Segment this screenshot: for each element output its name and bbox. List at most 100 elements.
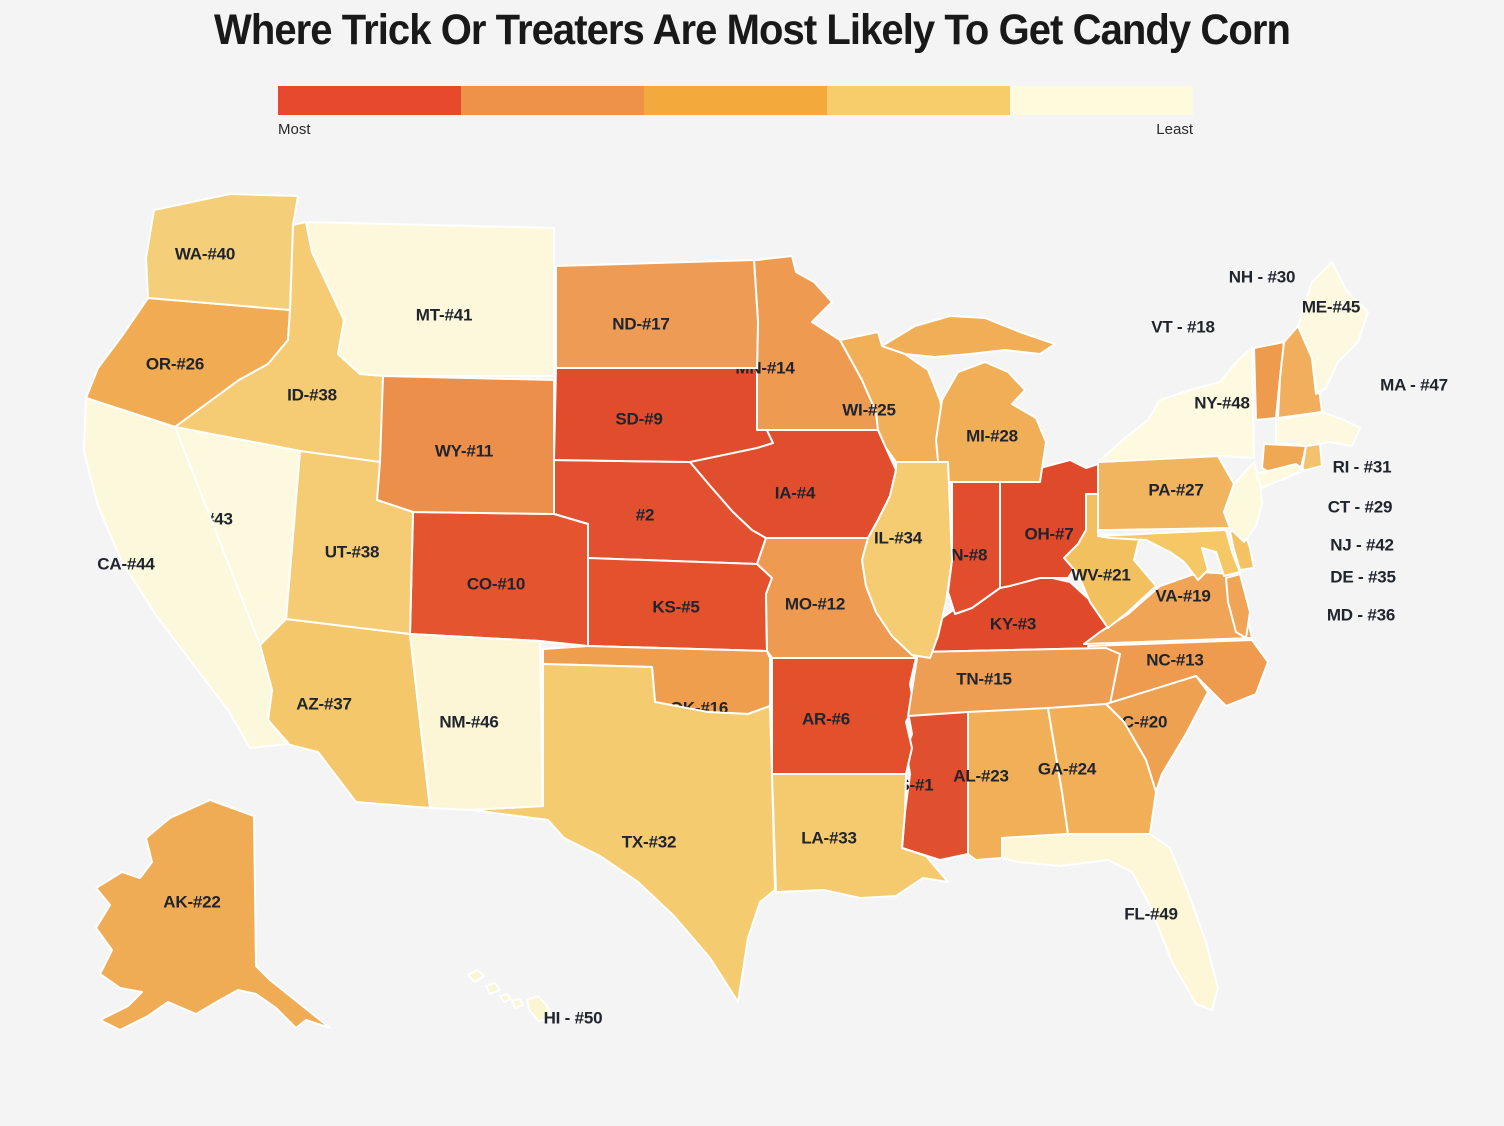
state-label-NE: #2 xyxy=(636,505,655,524)
state-shape-HI[interactable] xyxy=(485,982,501,995)
legend-segment-5 xyxy=(1010,86,1193,115)
state-VT: VT - #18 xyxy=(1151,317,1285,421)
state-label-DE: DE - #35 xyxy=(1330,567,1396,586)
state-shape-NJ[interactable] xyxy=(1223,461,1263,543)
state-shape-TX[interactable] xyxy=(471,663,776,1003)
state-shape-WV[interactable] xyxy=(1063,493,1157,629)
state-label-KY: KY-#3 xyxy=(990,614,1036,633)
state-MA: MA - #47 xyxy=(1275,375,1448,447)
state-label-OR: OR-#26 xyxy=(146,354,204,373)
state-label-RI: RI - #31 xyxy=(1333,457,1392,476)
state-shape-MI[interactable] xyxy=(881,315,1056,358)
state-NH: NH - #30 xyxy=(1229,267,1323,419)
state-TX: TX-#32 xyxy=(471,663,776,1003)
state-NJ: NJ - #42 xyxy=(1223,461,1394,554)
state-label-WY: WY-#11 xyxy=(435,441,493,460)
state-shape-IL[interactable] xyxy=(861,461,953,659)
state-HI: HI - #50 xyxy=(467,969,603,1027)
state-label-VA: VA-#19 xyxy=(1155,586,1210,605)
state-label-MT: MT-#41 xyxy=(416,305,472,324)
state-KS: KS-#5 xyxy=(587,557,773,652)
state-label-WV: WV-#21 xyxy=(1071,565,1130,584)
state-shape-GA[interactable] xyxy=(1047,703,1157,835)
state-label-TX: TX-#32 xyxy=(622,832,677,851)
state-label-CA: CA-#44 xyxy=(97,554,155,573)
state-label-AR: AR-#6 xyxy=(802,709,850,728)
state-CA: CA-#44 xyxy=(83,397,289,749)
state-label-AK: AK-#22 xyxy=(163,892,220,911)
state-label-ME: ME-#45 xyxy=(1302,297,1360,316)
state-IN: IN-#8 xyxy=(947,473,1001,615)
legend-segment-3 xyxy=(644,86,827,115)
state-shape-HI[interactable] xyxy=(526,995,552,1022)
state-label-PA: PA-#27 xyxy=(1148,480,1203,499)
legend-colorbar xyxy=(278,86,1193,115)
state-label-VT: VT - #18 xyxy=(1151,317,1215,336)
state-shape-HI[interactable] xyxy=(511,998,524,1009)
legend-least-label: Least xyxy=(1156,121,1193,138)
state-label-MA: MA - #47 xyxy=(1380,375,1448,394)
state-label-TN: TN-#15 xyxy=(956,669,1012,688)
state-shape-AK[interactable] xyxy=(95,799,331,1031)
state-NM: NM-#46 xyxy=(409,633,544,811)
state-shape-RI[interactable] xyxy=(1301,443,1323,472)
page-title: Where Trick Or Treaters Are Most Likely … xyxy=(214,6,1291,54)
state-shape-NY[interactable] xyxy=(1097,347,1255,463)
state-label-WI: WI-#25 xyxy=(842,400,896,419)
header: Where Trick Or Treaters Are Most Likely … xyxy=(0,0,1504,55)
state-label-ND: ND-#17 xyxy=(612,314,669,333)
state-MT: MT-#41 xyxy=(305,221,555,377)
state-WY: WY-#11 xyxy=(376,375,555,515)
state-LA: LA-#33 xyxy=(771,773,949,899)
legend-most-label: Most xyxy=(278,121,311,138)
state-label-KS: KS-#5 xyxy=(652,597,699,616)
state-SD: SD-#9 xyxy=(553,367,774,463)
state-label-WA: WA-#40 xyxy=(175,244,235,263)
legend-segment-2 xyxy=(461,86,644,115)
state-label-NJ: NJ - #42 xyxy=(1330,535,1394,554)
state-shape-IN[interactable] xyxy=(947,473,1001,615)
legend: Most Least xyxy=(278,86,1193,138)
state-label-MI: MI-#28 xyxy=(966,426,1018,445)
state-DE: DE - #35 xyxy=(1229,523,1396,586)
state-shape-NY[interactable] xyxy=(1255,463,1305,489)
state-shape-MD[interactable] xyxy=(1097,529,1241,581)
legend-segment-4 xyxy=(827,86,1010,115)
state-shape-ND[interactable] xyxy=(555,259,759,369)
state-label-OH: OH-#7 xyxy=(1024,524,1073,543)
state-shape-AZ[interactable] xyxy=(259,618,431,809)
state-shape-FL[interactable] xyxy=(1001,833,1219,1011)
state-shape-SD[interactable] xyxy=(553,367,774,463)
state-shape-CA[interactable] xyxy=(83,397,289,749)
state-label-MO: MO-#12 xyxy=(785,594,845,613)
state-label-NC: NC-#13 xyxy=(1146,650,1203,669)
state-label-AL: AL-#23 xyxy=(953,766,1009,785)
state-shape-HI[interactable] xyxy=(467,969,485,983)
state-shape-ME[interactable] xyxy=(1297,261,1369,395)
state-AL: AL-#23 xyxy=(953,707,1069,861)
state-ME: ME-#45 xyxy=(1297,261,1369,395)
state-shape-MA[interactable] xyxy=(1275,411,1361,447)
state-label-IL: IL-#34 xyxy=(874,528,923,547)
state-shape-WA[interactable] xyxy=(145,193,299,311)
state-label-SD: SD-#9 xyxy=(615,409,662,428)
state-shape-HI[interactable] xyxy=(499,993,512,1003)
state-AK: AK-#22 xyxy=(95,799,331,1031)
state-MD: MD - #36 xyxy=(1097,529,1395,624)
legend-segment-1 xyxy=(278,86,461,115)
state-label-LA: LA-#33 xyxy=(801,828,857,847)
state-shape-LA[interactable] xyxy=(771,773,949,899)
state-shape-NM[interactable] xyxy=(409,633,544,811)
state-label-IA: IA-#4 xyxy=(775,483,816,502)
state-shape-MT[interactable] xyxy=(305,221,555,377)
state-AZ: AZ-#37 xyxy=(259,618,431,809)
state-RI: RI - #31 xyxy=(1301,443,1392,476)
state-WV: WV-#21 xyxy=(1063,493,1157,629)
state-label-GA: GA-#24 xyxy=(1038,759,1097,778)
state-label-NH: NH - #30 xyxy=(1229,267,1295,286)
state-NY: NY-#48 xyxy=(1097,347,1305,489)
state-AR: AR-#6 xyxy=(771,657,917,775)
state-shape-VA[interactable] xyxy=(1225,573,1251,639)
state-shape-MI[interactable] xyxy=(935,361,1047,483)
